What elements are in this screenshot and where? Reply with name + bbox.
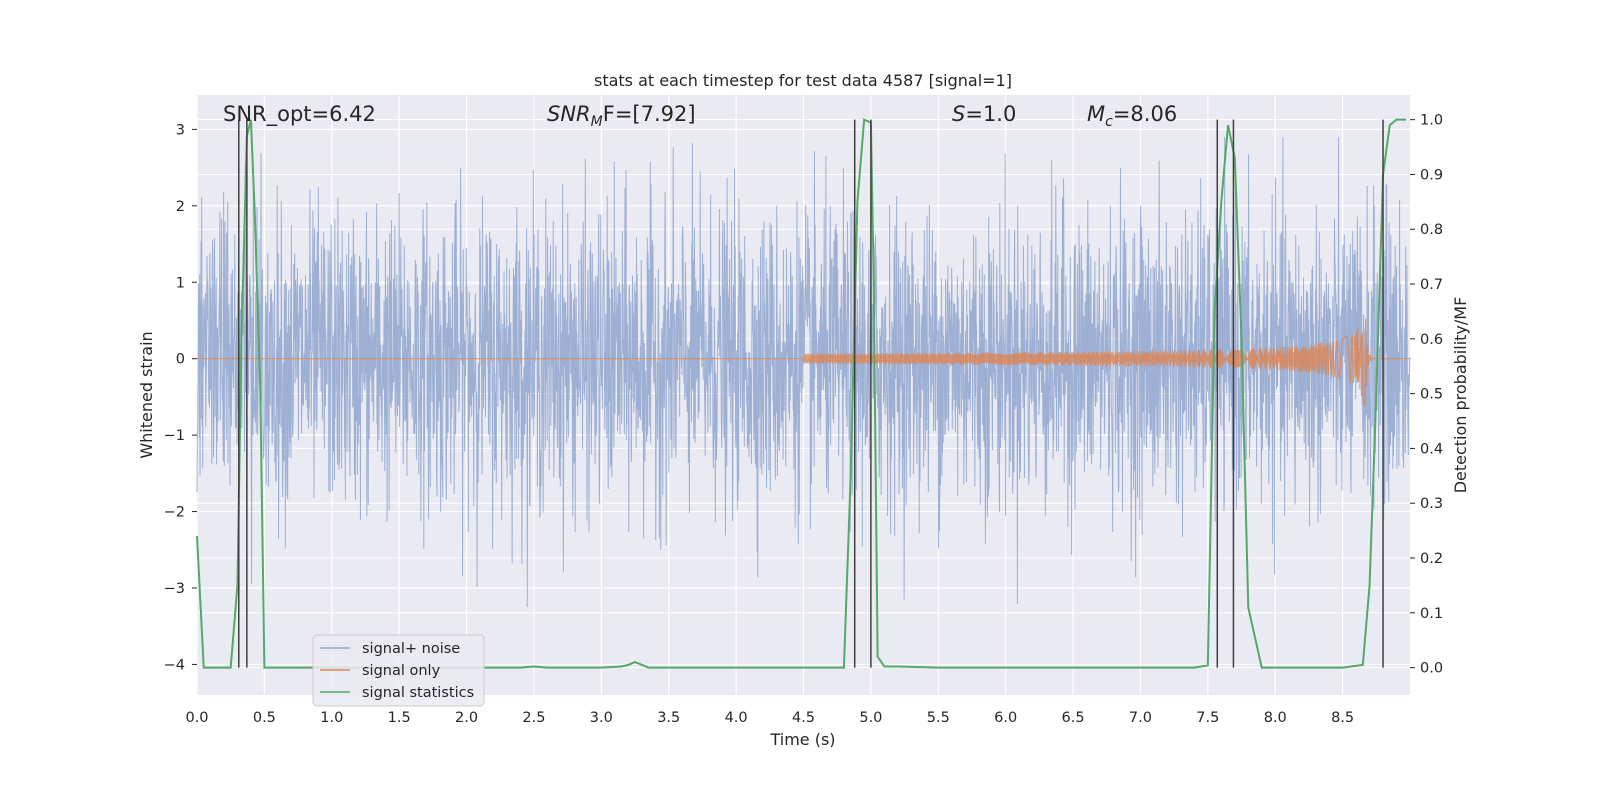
- x-tick-label: 3.0: [590, 710, 613, 726]
- y-tick-label: 2: [176, 199, 185, 215]
- vertical-markers: [238, 119, 1384, 668]
- y-tick-label: 0: [176, 352, 185, 368]
- y-tick-labels: −4 −3 −2 −1 0 1 2 3: [164, 122, 197, 673]
- x-tick-label: 4.5: [792, 710, 815, 726]
- chart-title: stats at each timestep for test data 458…: [594, 71, 1012, 90]
- x-tick-label: 0.0: [185, 710, 208, 726]
- x-tick-label: 2.5: [522, 710, 545, 726]
- x-tick-label: 7.0: [1129, 710, 1152, 726]
- legend: signal+ noise signal only signal statist…: [312, 634, 485, 707]
- x-tick-labels: 0.0 0.5 1.0 1.5 2.0 2.5 3.0 3.5 4.0 4.5 5.0 5.5 6.0 6…: [185, 710, 1354, 726]
- x-tick-label: 6.0: [994, 710, 1017, 726]
- x-tick-label: 2.0: [455, 710, 478, 726]
- signal-noise-line: [196, 137, 1411, 608]
- y-tick-label: 3: [176, 122, 185, 138]
- annotation-snr-opt: SNR_opt=6.42: [223, 102, 376, 127]
- x-tick-label: 5.5: [927, 710, 950, 726]
- y2-tick-label: 0.7: [1420, 277, 1443, 293]
- x-tick-label: 4.0: [725, 710, 748, 726]
- x-tick-label: 7.5: [1196, 710, 1219, 726]
- annotation-snr-mf: SNRMF=[7.92]: [547, 102, 696, 130]
- x-axis-label: Time (s): [769, 730, 835, 749]
- legend-label-signal-statistics: signal statistics: [362, 685, 474, 701]
- signal-noise-series: [196, 137, 1411, 608]
- signal-statistics-series: [196, 118, 1406, 669]
- y2-tick-label: 0.1: [1420, 606, 1443, 622]
- x-tick-label: 5.0: [859, 710, 882, 726]
- signal-statistics-line: [196, 118, 1406, 669]
- y-tick-label: −2: [164, 505, 185, 521]
- x-tick-label: 3.5: [657, 710, 680, 726]
- signal-only-series: [197, 318, 1410, 407]
- y2-tick-label: 0.0: [1420, 661, 1443, 677]
- x-tick-label: 8.5: [1331, 710, 1354, 726]
- annotation-mc: Mc=8.06: [1087, 102, 1177, 130]
- x-tick-label: 6.5: [1062, 710, 1085, 726]
- y2-tick-label: 0.5: [1420, 387, 1443, 403]
- x-tick-label: 1.5: [388, 710, 411, 726]
- y2-tick-label: 0.3: [1420, 496, 1443, 512]
- x-tick-label: 1.0: [320, 710, 343, 726]
- y2-tick-label: 0.2: [1420, 551, 1443, 567]
- y2-tick-label: 1.0: [1420, 113, 1443, 129]
- legend-box: [312, 634, 485, 707]
- y-tick-label: −1: [164, 428, 185, 444]
- y-tick-label: −4: [164, 657, 185, 673]
- signal-only-line: [197, 318, 1410, 407]
- y2-tick-label: 0.9: [1420, 167, 1443, 183]
- y2-tick-label: 0.6: [1420, 332, 1443, 348]
- y2-tick-label: 0.4: [1420, 441, 1443, 457]
- annotation-s: S=1.0: [952, 102, 1016, 126]
- legend-label-signal-only: signal only: [362, 663, 441, 679]
- y-axis-label: Whitened strain: [137, 331, 156, 458]
- y2-tick-label: 0.8: [1420, 222, 1443, 238]
- legend-label-signal-noise: signal+ noise: [362, 641, 460, 657]
- y2-tick-labels: 0.0 0.1 0.2 0.3 0.4 0.5 0.6 0.7 0.8 0.9 1.0: [1410, 113, 1443, 677]
- y2-axis-label: Detection probability/MF: [1451, 297, 1470, 494]
- x-tick-label: 0.5: [253, 710, 276, 726]
- y-tick-label: −3: [164, 581, 185, 597]
- annotations: SNR_opt=6.42 SNRMF=[7.92] S=1.0 Mc=8.06: [223, 102, 1177, 130]
- x-tick-label: 8.0: [1264, 710, 1287, 726]
- y-tick-label: 1: [176, 275, 185, 291]
